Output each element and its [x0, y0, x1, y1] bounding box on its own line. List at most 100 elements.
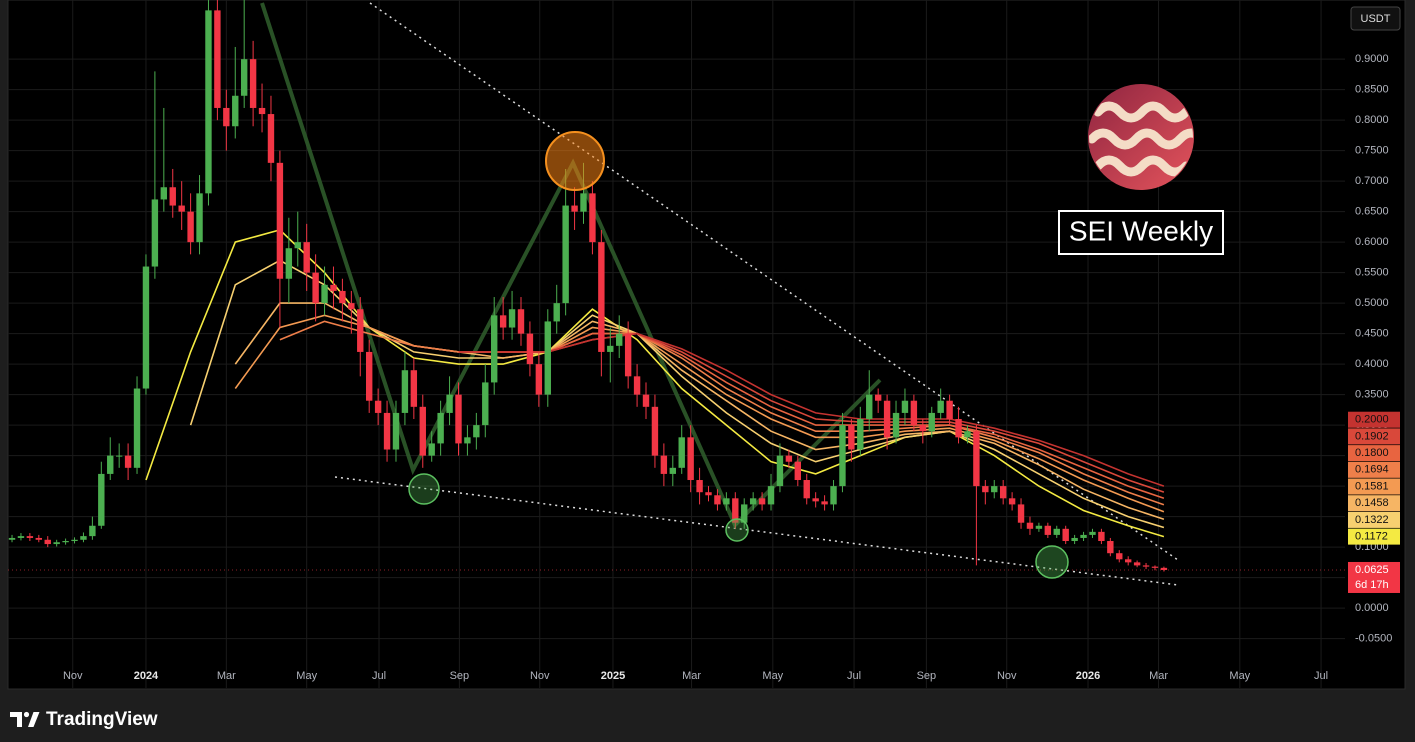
candle-body: [294, 242, 301, 249]
ema-badge-label: 0.1172: [1355, 531, 1388, 543]
x-tick-label: 2024: [134, 670, 159, 682]
candle-body: [696, 480, 703, 493]
candle-body: [517, 309, 525, 334]
logo-mark: [28, 712, 40, 727]
candle-body: [991, 486, 998, 493]
ema-badge: [1348, 511, 1400, 528]
candle-body: [669, 467, 676, 474]
candle-body: [437, 412, 444, 444]
logo-wave: [1089, 128, 1193, 150]
price-badge: [1348, 561, 1400, 593]
candle-body: [357, 309, 364, 352]
price-axis: -0.05000.00000.05000.10000.15000.20000.2…: [63, 53, 1400, 682]
candle-body: [857, 419, 864, 450]
candle-body: [937, 400, 944, 413]
candle-body: [1053, 528, 1060, 535]
candle-body: [660, 455, 668, 474]
x-tick-label: Mar: [1149, 670, 1168, 682]
candle-body: [553, 303, 560, 322]
data-layer: [8, 0, 1345, 572]
y-tick-label: 0.7000: [1355, 175, 1389, 187]
y-tick-label: -0.0500: [1355, 633, 1392, 645]
peak-marker: [545, 131, 605, 191]
x-tick-label: Sep: [450, 670, 470, 682]
candle-body: [866, 394, 873, 420]
candle-body: [330, 284, 337, 291]
candle-body: [267, 114, 275, 163]
currency-label[interactable]: USDT: [1361, 13, 1391, 25]
low-marker: [408, 473, 440, 505]
candle-body: [1142, 565, 1150, 567]
low-marker: [1035, 545, 1069, 579]
ema-badge: [1348, 445, 1400, 462]
ema-badge-label: 0.1581: [1355, 480, 1389, 492]
currency-button[interactable]: [1350, 6, 1401, 31]
candle-body: [749, 498, 757, 505]
candle-body: [910, 400, 918, 426]
candle-body: [196, 193, 203, 243]
candle-body: [1160, 567, 1168, 570]
candle-body: [999, 486, 1007, 499]
y-tick-label: 0.0000: [1355, 602, 1389, 614]
ema-badge-label: 0.1322: [1355, 514, 1389, 526]
candle-body: [982, 486, 989, 493]
ema-line: [458, 332, 1165, 487]
candle-body: [214, 10, 221, 108]
candle-body: [303, 242, 310, 273]
candle-body: [732, 498, 739, 523]
sei-logo: [1088, 84, 1194, 190]
y-tick-label: 0.7500: [1355, 145, 1389, 157]
candle-body: [883, 400, 891, 438]
candle-body: [53, 542, 60, 545]
ema-line: [189, 259, 1165, 529]
candle-body: [526, 333, 534, 365]
candle-body: [714, 495, 721, 505]
ema-badge-label: 0.1458: [1355, 497, 1389, 509]
candle-body: [723, 498, 730, 505]
logo-wave: [1093, 101, 1191, 123]
candle-body: [776, 455, 784, 487]
x-tick-label: Sep: [917, 670, 937, 682]
candle-body: [1017, 504, 1025, 523]
candle-body: [562, 205, 569, 304]
candle-body: [205, 10, 212, 194]
candle-body: [767, 486, 775, 505]
y-tick-label: 0.3500: [1355, 389, 1389, 401]
ema-line: [279, 320, 1165, 506]
candle-body: [821, 501, 828, 505]
candle-body: [276, 162, 284, 279]
candle-body: [62, 541, 69, 543]
candle-body: [187, 211, 194, 243]
candle-body: [1008, 498, 1016, 505]
countdown-label: 6d 17h: [1355, 579, 1389, 591]
low-marker: [725, 518, 749, 542]
logo-wave: [1093, 155, 1191, 177]
candle-body: [133, 388, 141, 468]
candle-body: [249, 59, 257, 108]
candle-body: [571, 205, 578, 212]
ema-badge: [1348, 478, 1400, 495]
ema-badge: [1348, 461, 1400, 478]
logo-mark: [10, 712, 22, 727]
candle-body: [44, 539, 51, 545]
candle-body: [1071, 537, 1078, 542]
x-tick-label: Jul: [1314, 670, 1328, 682]
candle-body: [107, 455, 114, 474]
candle-body: [499, 315, 507, 328]
x-tick-label: Nov: [997, 670, 1017, 682]
candle-body: [741, 504, 748, 523]
candle-body: [98, 473, 105, 526]
candle-body: [178, 205, 185, 212]
candle-body: [71, 539, 78, 542]
candle-body: [892, 412, 900, 438]
x-tick-label: Mar: [217, 670, 236, 682]
candle-body: [1044, 525, 1052, 535]
ema-badge-label: 0.2000: [1355, 414, 1389, 426]
candle-body: [598, 242, 605, 352]
candle-body: [89, 525, 96, 537]
candle-body: [26, 536, 34, 538]
candle-body: [232, 95, 239, 127]
candle-body: [803, 480, 810, 499]
